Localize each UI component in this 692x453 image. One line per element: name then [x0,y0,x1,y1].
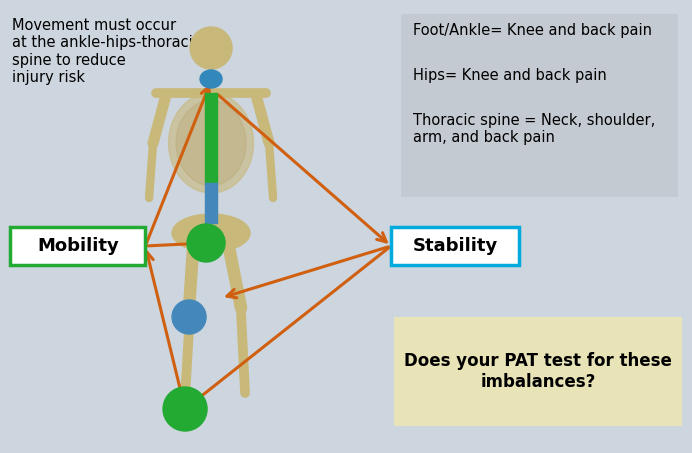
Ellipse shape [169,93,253,193]
Text: Mobility: Mobility [37,237,119,255]
Circle shape [187,224,225,262]
Circle shape [163,387,207,431]
Ellipse shape [172,214,250,252]
FancyBboxPatch shape [391,226,519,265]
Bar [205,183,217,223]
FancyBboxPatch shape [401,14,678,197]
Text: Stability: Stability [412,237,498,255]
Text: Movement must occur
at the ankle-hips-thoracic
spine to reduce
injury risk: Movement must occur at the ankle-hips-th… [12,18,201,85]
Ellipse shape [176,101,246,185]
Text: Thoracic spine = Neck, shoulder,
arm, and back pain: Thoracic spine = Neck, shoulder, arm, an… [413,113,655,145]
Text: Hips= Knee and back pain: Hips= Knee and back pain [413,68,607,83]
FancyBboxPatch shape [10,226,145,265]
Ellipse shape [200,70,222,88]
Text: Foot/Ankle= Knee and back pain: Foot/Ankle= Knee and back pain [413,23,653,38]
Ellipse shape [190,27,232,69]
Text: Does your PAT test for these
imbalances?: Does your PAT test for these imbalances? [404,352,672,391]
Circle shape [172,300,206,334]
FancyBboxPatch shape [394,317,682,426]
Bar [205,93,217,183]
